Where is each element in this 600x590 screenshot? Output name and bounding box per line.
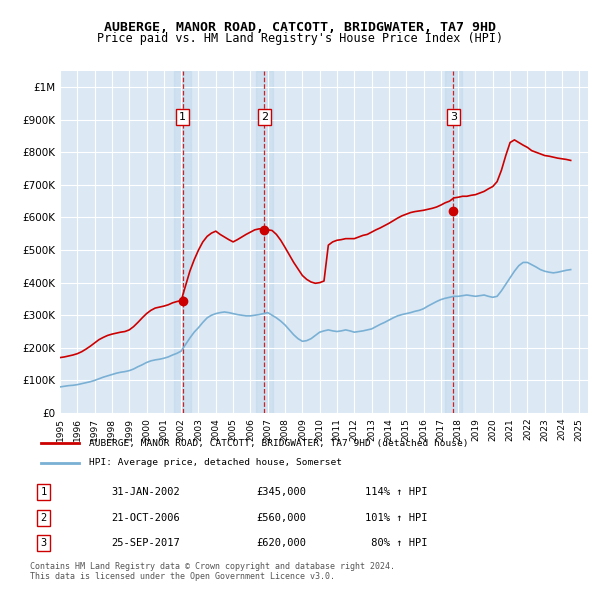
Text: 80% ↑ HPI: 80% ↑ HPI (365, 538, 427, 548)
Text: Contains HM Land Registry data © Crown copyright and database right 2024.
This d: Contains HM Land Registry data © Crown c… (30, 562, 395, 581)
Text: AUBERGE, MANOR ROAD, CATCOTT, BRIDGWATER, TA7 9HD: AUBERGE, MANOR ROAD, CATCOTT, BRIDGWATER… (104, 21, 496, 34)
Text: 3: 3 (450, 112, 457, 122)
Text: £345,000: £345,000 (257, 487, 307, 497)
Text: 101% ↑ HPI: 101% ↑ HPI (365, 513, 427, 523)
Bar (174, 71, 191, 413)
Text: AUBERGE, MANOR ROAD, CATCOTT, BRIDGWATER, TA7 9HD (detached house): AUBERGE, MANOR ROAD, CATCOTT, BRIDGWATER… (89, 438, 469, 448)
Text: 114% ↑ HPI: 114% ↑ HPI (365, 487, 427, 497)
Text: 1: 1 (40, 487, 47, 497)
Text: 2: 2 (261, 112, 268, 122)
Text: £620,000: £620,000 (257, 538, 307, 548)
Text: 21-OCT-2006: 21-OCT-2006 (111, 513, 180, 523)
Bar (445, 71, 462, 413)
Text: £560,000: £560,000 (257, 513, 307, 523)
Text: 2: 2 (40, 513, 47, 523)
Bar (256, 71, 273, 413)
Text: 25-SEP-2017: 25-SEP-2017 (111, 538, 180, 548)
Text: 31-JAN-2002: 31-JAN-2002 (111, 487, 180, 497)
Text: Price paid vs. HM Land Registry's House Price Index (HPI): Price paid vs. HM Land Registry's House … (97, 32, 503, 45)
Text: 3: 3 (40, 538, 47, 548)
Text: HPI: Average price, detached house, Somerset: HPI: Average price, detached house, Some… (89, 458, 343, 467)
Text: 1: 1 (179, 112, 186, 122)
